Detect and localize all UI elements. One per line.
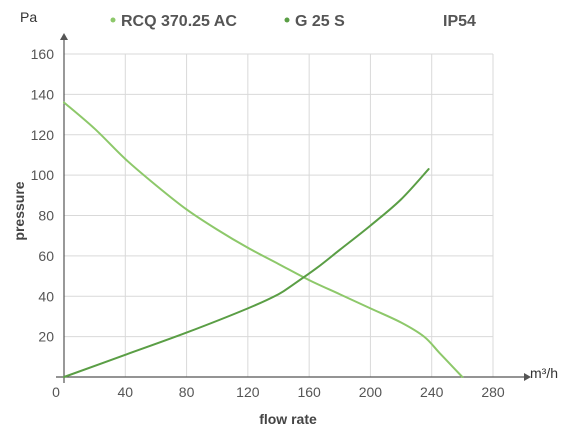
legend-label-g25s: G 25 S (295, 13, 345, 30)
legend-marker-rcq (110, 17, 116, 23)
series-line-0 (63, 101, 464, 378)
grid (64, 53, 494, 377)
x-tick-label: 80 (179, 384, 195, 400)
x-tick-label: 280 (481, 384, 505, 400)
y-unit-label: Pa (20, 9, 37, 25)
x-tick-label: 120 (236, 384, 260, 400)
axes: 0 40 80 120 160 200 240 280 20 40 60 80 100 120 140 160 (31, 33, 531, 400)
legend-marker-g25s (284, 17, 290, 23)
y-axis-title: pressure (11, 181, 27, 240)
x-unit-label: m³/h (530, 365, 558, 381)
y-tick-label: 20 (38, 329, 54, 345)
y-tick-label: 40 (38, 288, 54, 304)
series-line-1 (63, 168, 430, 378)
x-tick-label: 0 (52, 384, 60, 400)
legend: RCQ 370.25 AC G 25 S IP54 (110, 13, 476, 30)
ip-rating: IP54 (443, 13, 476, 30)
x-tick-label: 40 (117, 384, 133, 400)
x-axis-arrow (524, 373, 531, 381)
y-tick-label: 60 (38, 248, 54, 264)
y-tick-label: 160 (31, 46, 55, 62)
x-tick-label: 240 (420, 384, 444, 400)
series-lines (63, 101, 464, 378)
y-axis-arrow (60, 33, 68, 40)
y-tick-label: 120 (31, 127, 55, 143)
x-axis-title: flow rate (259, 411, 317, 427)
y-tick-label: 140 (31, 86, 55, 102)
x-tick-label: 200 (359, 384, 383, 400)
x-tick-label: 160 (297, 384, 321, 400)
legend-label-rcq: RCQ 370.25 AC (121, 13, 237, 30)
y-tick-label: 80 (38, 208, 54, 224)
y-tick-label: 100 (31, 167, 55, 183)
